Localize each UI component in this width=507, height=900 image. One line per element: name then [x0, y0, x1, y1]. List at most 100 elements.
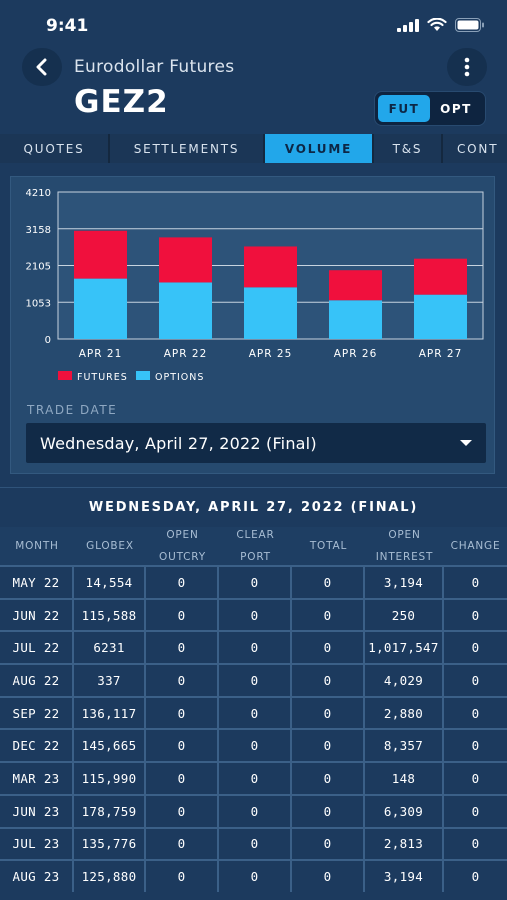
- table-cell: 0: [471, 705, 480, 721]
- trade-date-select[interactable]: Wednesday, April 27, 2022 (Final): [26, 423, 486, 463]
- table-body: MAY 22 14,554 0 0 0 3,194 0 JUN 22 115,588 0 0 0 250…: [0, 565, 507, 892]
- column-header: OPEN OUTCRY: [146, 527, 219, 565]
- y-tick-label: 2105: [26, 262, 51, 273]
- y-tick-label: 1053: [26, 298, 51, 309]
- more-vertical-icon: [464, 57, 470, 77]
- table-cell: 0: [471, 836, 480, 852]
- column-header: CHANGE: [444, 527, 507, 565]
- table-cell: 0: [292, 828, 365, 860]
- table-row[interactable]: SEP 22 136,117 0 0 0 2,880 0: [0, 695, 507, 729]
- table-cell: 0: [146, 697, 219, 729]
- toggle-fut[interactable]: FUT: [378, 95, 430, 122]
- table-row[interactable]: AUG 23 125,880 0 0 0 3,194 0: [0, 859, 507, 892]
- table-cell: 0: [146, 599, 219, 631]
- column-header-line: GLOBEX: [86, 539, 134, 552]
- column-header-line: PORT: [240, 550, 271, 563]
- x-tick-label: APR 22: [164, 348, 208, 360]
- toggle-opt[interactable]: OPT: [440, 101, 472, 116]
- tab-time-and-sales[interactable]: T&S: [374, 134, 443, 163]
- trade-date-value: Wednesday, April 27, 2022 (Final): [40, 433, 317, 453]
- column-header-line: TOTAL: [309, 539, 348, 552]
- table-row[interactable]: DEC 22 145,665 0 0 0 8,357 0: [0, 728, 507, 762]
- column-header: TOTAL: [292, 527, 365, 565]
- column-header: GLOBEX: [74, 527, 146, 565]
- volume-table: MONTH GLOBEX OPEN OUTCRY CLEAR PORT TOTAL OPEN I…: [0, 527, 507, 892]
- table-cell: 0: [471, 640, 480, 656]
- table-cell: 337: [74, 665, 146, 696]
- table-row[interactable]: MAY 22 14,554 0 0 0 3,194 0: [0, 565, 507, 598]
- bar-futures: [244, 246, 297, 288]
- table-cell: JUN 23: [0, 795, 74, 827]
- page-title: GEZ2: [74, 84, 169, 120]
- table-cell: JUL 22: [0, 632, 74, 664]
- table-cell: 0: [219, 763, 292, 794]
- cellular-signal-icon: [397, 18, 419, 32]
- bar-futures: [74, 230, 127, 279]
- table-cell: 4,029: [365, 665, 444, 696]
- table-row[interactable]: JUL 22 6231 0 0 0 1,017,547 0: [0, 630, 507, 664]
- tab-quotes[interactable]: QUOTES: [0, 134, 110, 163]
- table-cell: 0: [471, 672, 480, 688]
- table-cell: 145,665: [74, 730, 146, 762]
- table-cell: 125,880: [74, 861, 146, 892]
- table-cell: 0: [471, 869, 480, 885]
- table-cell: 0: [292, 795, 365, 827]
- table-cell: 0: [471, 803, 480, 819]
- chevron-left-icon: [36, 58, 47, 76]
- table-cell: 0: [292, 665, 365, 696]
- x-tick-label: APR 27: [419, 348, 463, 360]
- table-cell: 135,776: [74, 828, 146, 860]
- table-cell: 115,588: [74, 599, 146, 631]
- table-cell: 14,554: [74, 567, 146, 598]
- tab-contract[interactable]: CONT: [443, 134, 507, 163]
- table-cell: 1,017,547: [365, 632, 444, 664]
- column-header: MONTH: [0, 527, 74, 565]
- table-row[interactable]: MAR 23 115,990 0 0 0 148 0: [0, 761, 507, 794]
- y-tick-label: 4210: [26, 188, 51, 199]
- column-header-line: OUTCRY: [159, 550, 206, 563]
- table-cell: 2,880: [365, 697, 444, 729]
- battery-icon: [455, 18, 484, 32]
- table-cell: 0: [471, 738, 480, 754]
- bar-futures: [159, 237, 212, 283]
- table-cell: 0: [219, 599, 292, 631]
- bar-futures: [414, 258, 467, 295]
- x-tick-label: APR 25: [249, 348, 293, 360]
- table-cell: 136,117: [74, 697, 146, 729]
- tab-bar: QUOTES SETTLEMENTS VOLUME T&S CONT: [0, 134, 507, 163]
- table-cell: 3,194: [365, 861, 444, 892]
- bar-options: [74, 278, 127, 339]
- table-row[interactable]: JUN 23 178,759 0 0 0 6,309 0: [0, 793, 507, 827]
- table-cell: 115,990: [74, 763, 146, 794]
- y-tick-label: 0: [45, 335, 51, 346]
- legend-swatch-options: [136, 371, 150, 380]
- table-row[interactable]: AUG 22 337 0 0 0 4,029 0: [0, 663, 507, 696]
- table-cell: 0: [292, 697, 365, 729]
- more-options-button[interactable]: [447, 48, 487, 86]
- table-cell: SEP 22: [0, 697, 74, 729]
- wifi-icon: [427, 18, 447, 31]
- table-cell: 0: [219, 567, 292, 598]
- table-cell: JUN 22: [0, 599, 74, 631]
- table-header-row: MONTH GLOBEX OPEN OUTCRY CLEAR PORT TOTAL OPEN I…: [0, 527, 507, 565]
- legend-swatch-futures: [58, 371, 72, 380]
- table-cell: 250: [365, 599, 444, 631]
- table-cell: 178,759: [74, 795, 146, 827]
- table-cell: 0: [146, 632, 219, 664]
- product-name: Eurodollar Futures: [74, 57, 235, 77]
- back-button[interactable]: [22, 48, 62, 86]
- table-cell: 0: [292, 632, 365, 664]
- tab-settlements[interactable]: SETTLEMENTS: [110, 134, 265, 163]
- x-tick-label: APR 26: [334, 348, 378, 360]
- table-cell: 0: [292, 861, 365, 892]
- fut-opt-toggle[interactable]: FUT OPT: [374, 91, 486, 126]
- table-row[interactable]: JUN 22 115,588 0 0 0 250 0: [0, 597, 507, 631]
- table-cell: 0: [292, 763, 365, 794]
- status-icons: [397, 18, 485, 32]
- table-cell: 6,309: [365, 795, 444, 827]
- table-heading: WEDNESDAY, APRIL 27, 2022 (FINAL): [0, 487, 507, 527]
- tab-volume[interactable]: VOLUME: [265, 134, 374, 163]
- table-cell: 148: [365, 763, 444, 794]
- table-cell: MAY 22: [0, 567, 74, 598]
- table-row[interactable]: JUL 23 135,776 0 0 0 2,813 0: [0, 826, 507, 860]
